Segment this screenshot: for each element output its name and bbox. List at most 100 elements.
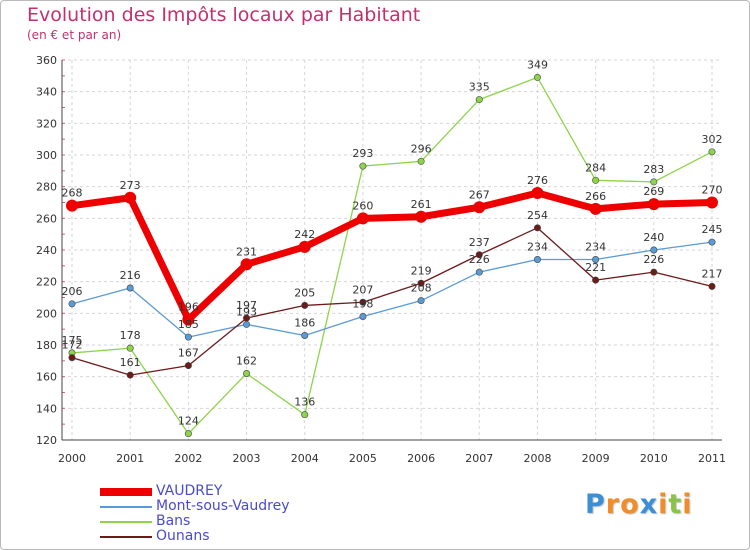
y-tick-label: 300 <box>36 149 57 162</box>
data-label: 197 <box>236 299 257 312</box>
data-label: 124 <box>178 415 199 428</box>
chart-grid <box>62 59 722 441</box>
data-point <box>417 279 425 287</box>
legend-label: Ounans <box>156 528 210 544</box>
data-point <box>533 224 541 232</box>
data-label: 234 <box>585 241 606 254</box>
logo-letter: o <box>620 489 640 520</box>
data-label: 240 <box>643 231 664 244</box>
data-label: 186 <box>294 317 315 330</box>
data-point <box>647 198 660 211</box>
proxiti-logo: Proxiti <box>585 489 693 520</box>
data-label: 198 <box>352 298 373 311</box>
data-point <box>124 191 137 204</box>
chart-axes: 120 140 160 180 200 220 240 260 280 300 320 340 360 2… <box>36 54 726 465</box>
data-label: 172 <box>62 339 83 352</box>
data-point <box>475 251 483 259</box>
x-tick-label: 2000 <box>58 452 86 465</box>
data-label: 276 <box>527 174 548 187</box>
data-point <box>533 73 541 81</box>
data-point <box>243 320 251 328</box>
data-point <box>126 344 134 352</box>
data-point <box>298 240 311 253</box>
data-point <box>359 312 367 320</box>
y-tick-label: 320 <box>36 117 57 130</box>
data-label: 270 <box>702 184 723 197</box>
data-point <box>415 210 428 223</box>
data-point <box>184 430 192 438</box>
data-label: 260 <box>352 199 373 212</box>
x-tick-label: 2007 <box>465 452 493 465</box>
data-point <box>126 371 134 379</box>
y-tick-label: 180 <box>36 339 57 352</box>
y-tick-label: 220 <box>36 276 57 289</box>
y-tick-label: 120 <box>36 434 57 447</box>
x-tick-label: 2003 <box>233 452 261 465</box>
legend-label: Mont-sous-Vaudrey <box>156 498 290 514</box>
data-label: 167 <box>178 347 199 360</box>
data-label: 219 <box>411 264 432 277</box>
data-label: 254 <box>527 209 548 222</box>
data-point <box>708 238 716 246</box>
data-point <box>301 301 309 309</box>
data-point <box>589 202 602 215</box>
chart-title: Evolution des Impôts locaux par Habitant <box>27 4 421 26</box>
data-point <box>68 300 76 308</box>
data-point <box>417 157 425 165</box>
data-label: 226 <box>643 253 664 266</box>
data-point <box>533 255 541 263</box>
data-label: 266 <box>585 190 606 203</box>
data-point <box>66 199 78 212</box>
series-line <box>71 76 713 435</box>
data-point <box>359 162 367 170</box>
data-label: 268 <box>62 187 83 200</box>
data-point <box>243 314 251 322</box>
data-label: 196 <box>178 301 199 314</box>
data-label: 302 <box>702 133 723 146</box>
series-bans <box>68 73 716 438</box>
series-mont-sous-vaudrey <box>68 238 716 341</box>
data-point <box>473 201 486 214</box>
data-point <box>182 313 195 326</box>
x-tick-label: 2006 <box>407 452 435 465</box>
x-tick-label: 2010 <box>640 452 668 465</box>
data-point <box>592 255 600 263</box>
data-point <box>475 96 483 104</box>
data-label: 261 <box>411 198 432 211</box>
data-label: 293 <box>352 147 373 160</box>
data-point <box>417 297 425 305</box>
data-point <box>240 258 253 271</box>
data-label: 267 <box>469 188 490 201</box>
data-label: 207 <box>352 283 373 296</box>
legend-swatch <box>100 536 152 538</box>
chart-data-labels: 175 178 124 162 136 293 296 335 349 284 283 302 206 2… <box>62 58 723 427</box>
x-tick-label: 2011 <box>698 452 726 465</box>
data-point <box>708 148 716 156</box>
x-tick-label: 2001 <box>116 452 144 465</box>
data-point <box>301 411 309 419</box>
y-tick-label: 340 <box>36 86 57 99</box>
data-point <box>475 268 483 276</box>
y-tick-label: 200 <box>36 307 57 320</box>
data-label: 162 <box>236 355 257 368</box>
data-point <box>592 276 600 284</box>
data-label: 349 <box>527 58 548 71</box>
data-label: 335 <box>469 81 490 94</box>
data-point <box>650 178 658 186</box>
data-label: 206 <box>62 285 83 298</box>
data-label: 175 <box>62 334 83 347</box>
data-point <box>301 331 309 339</box>
x-tick-label: 2004 <box>291 452 319 465</box>
data-label: 234 <box>527 241 548 254</box>
data-label: 269 <box>643 185 664 198</box>
data-point <box>359 298 367 306</box>
series-vaudrey <box>66 187 718 326</box>
y-tick-label: 160 <box>36 371 57 384</box>
data-label: 245 <box>702 223 723 236</box>
series-line <box>68 189 716 324</box>
series-line <box>71 227 713 376</box>
x-tick-label: 2008 <box>523 452 551 465</box>
y-tick-label: 240 <box>36 244 57 257</box>
legend-label: Bans <box>156 513 191 529</box>
logo-letter: P <box>585 489 606 520</box>
